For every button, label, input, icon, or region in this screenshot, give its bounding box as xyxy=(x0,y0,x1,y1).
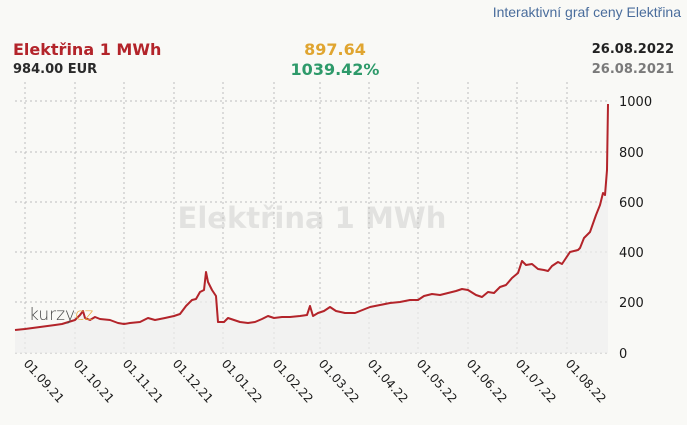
x-tick-label: 01.02.22 xyxy=(270,357,316,406)
kurzy-logo: kurzycz xyxy=(29,305,93,325)
price-change: 897.64 xyxy=(304,40,366,59)
chart-watermark-title: Elektřina 1 MWh xyxy=(178,201,447,235)
x-tick-label: 01.07.22 xyxy=(513,357,559,406)
y-tick-label: 1000 xyxy=(619,95,652,110)
start-date: 26.08.2021 xyxy=(591,62,674,77)
x-tick-label: 01.11.21 xyxy=(120,357,166,406)
x-axis: 01.09.21 01.10.21 01.11.21 01.12.21 01.0… xyxy=(21,357,609,406)
price-change-percent: 1039.42% xyxy=(290,60,380,79)
y-tick-label: 400 xyxy=(619,246,644,261)
x-tick-label: 01.10.21 xyxy=(71,357,117,406)
x-tick-label: 01.08.22 xyxy=(563,357,609,406)
x-tick-label: 01.01.22 xyxy=(219,357,265,406)
instrument-name: Elektřina 1 MWh xyxy=(13,40,162,59)
price-line[interactable] xyxy=(14,103,609,331)
y-tick-label: 200 xyxy=(619,296,644,311)
y-tick-label: 800 xyxy=(619,146,644,161)
x-tick-label: 01.03.22 xyxy=(316,357,362,406)
x-tick-label: 01.04.22 xyxy=(365,357,411,406)
x-tick-label: 01.06.22 xyxy=(464,357,510,406)
y-tick-label: 600 xyxy=(619,196,644,211)
end-date: 26.08.2022 xyxy=(591,42,674,57)
x-tick-label: 01.09.21 xyxy=(21,357,67,406)
interactive-chart-link[interactable]: Interaktivní graf ceny Elektřina xyxy=(492,4,681,20)
current-price: 984.00 EUR xyxy=(13,62,98,77)
y-tick-label: 0 xyxy=(619,347,627,362)
y-axis: 0 200 400 600 800 1000 xyxy=(619,95,652,362)
x-tick-label: 01.05.22 xyxy=(414,357,460,406)
x-tick-label: 01.12.21 xyxy=(170,357,216,406)
